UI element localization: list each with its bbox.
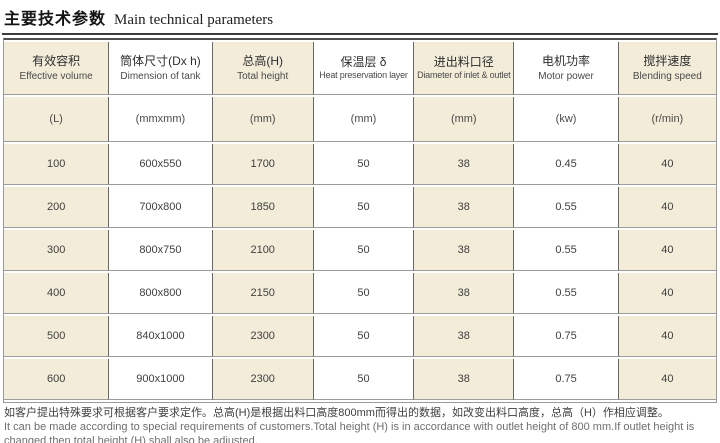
header-row: 有效容积 Effective volume 筒体尺寸(Dx h) Dimensi… [4, 42, 716, 95]
page-title-zh: 主要技术参数 [4, 11, 107, 28]
header-zh: 有效容积 [32, 54, 81, 69]
data-cell: 800x750 [108, 230, 212, 271]
data-cell: 50 [312, 359, 414, 400]
header-zh: 搅拌速度 [643, 54, 692, 69]
data-cell: 100 [4, 144, 109, 185]
parameters-table: 有效容积 Effective volume 筒体尺寸(Dx h) Dimensi… [3, 38, 717, 403]
data-cell: 50 [312, 230, 414, 271]
unit-cell: (L) [4, 97, 109, 142]
data-cell: 1850 [211, 187, 313, 228]
data-cell: 0.75 [513, 316, 618, 357]
data-cell: 40 [617, 230, 716, 271]
header-en: Motor power [538, 70, 594, 82]
unit-cell: (mm) [413, 97, 514, 142]
header-cell-blending-speed: 搅拌速度 Blending speed [617, 42, 716, 95]
data-cell: 50 [312, 273, 414, 314]
header-cell-dimension-of-tank: 筒体尺寸(Dx h) Dimension of tank [108, 42, 212, 95]
header-en: Effective volume [19, 70, 93, 82]
data-cell: 840x1000 [108, 316, 212, 357]
unit-cell: (kw) [513, 97, 618, 142]
header-zh: 总高(H) [242, 54, 284, 69]
footnote-zh: 如客户提出特殊要求可根据客户要求定作。总高(H)是根据出料口高度800mm而得出… [4, 407, 669, 419]
data-cell: 50 [312, 187, 414, 228]
data-cell: 600x550 [108, 144, 212, 185]
data-cell: 600 [4, 359, 109, 400]
unit-cell: (mm) [312, 97, 414, 142]
data-cell: 2300 [211, 359, 313, 400]
data-cell: 40 [617, 144, 716, 185]
header-en: Blending speed [632, 70, 702, 82]
footnotes: 如客户提出特殊要求可根据客户要求定作。总高(H)是根据出料口高度800mm而得出… [2, 403, 718, 443]
header-cell-effective-volume: 有效容积 Effective volume [4, 42, 109, 95]
table-row: 600 900x1000 2300 50 38 0.75 40 [4, 359, 716, 400]
data-cell: 0.45 [513, 144, 618, 185]
header-cell-total-height: 总高(H) Total height [211, 42, 313, 95]
unit-cell: (r/min) [617, 97, 716, 142]
table-row: 400 800x800 2150 50 38 0.55 40 [4, 273, 716, 314]
data-cell: 40 [617, 316, 716, 357]
data-cell: 500 [4, 316, 109, 357]
header-zh: 电机功率 [542, 54, 591, 69]
header-en: Heat preservation layer [319, 70, 408, 81]
data-cell: 38 [413, 230, 514, 271]
data-cell: 0.75 [513, 359, 618, 400]
header-zh: 进出料口径 [433, 55, 494, 70]
data-cell: 900x1000 [108, 359, 212, 400]
data-cell: 300 [4, 230, 109, 271]
header-cell-motor-power: 电机功率 Motor power [513, 42, 618, 95]
data-cell: 38 [413, 316, 514, 357]
unit-cell: (mm) [211, 97, 313, 142]
page-title-en: Main technical parameters [114, 12, 274, 28]
data-cell: 0.55 [513, 230, 618, 271]
data-cell: 2300 [211, 316, 313, 357]
header-en: Total height [237, 70, 289, 82]
units-row: (L) (mmxmm) (mm) (mm) (mm) (kw) (r/min) [4, 97, 716, 142]
data-cell: 40 [617, 187, 716, 228]
header-en: Dimension of tank [120, 70, 201, 82]
table-row: 100 600x550 1700 50 38 0.45 40 [4, 144, 716, 185]
data-cell: 40 [617, 273, 716, 314]
data-cell: 38 [413, 144, 514, 185]
header-zh: 筒体尺寸(Dx h) [120, 54, 201, 69]
table-row: 300 800x750 2100 50 38 0.55 40 [4, 230, 716, 271]
data-cell: 1700 [211, 144, 313, 185]
data-cell: 0.55 [513, 273, 618, 314]
header-cell-inlet-outlet-diameter: 进出料口径 Diameter of inlet & outlet [413, 42, 514, 95]
data-cell: 200 [4, 187, 109, 228]
table-row: 500 840x1000 2300 50 38 0.75 40 [4, 316, 716, 357]
header-en: Diameter of inlet & outlet [417, 70, 511, 81]
data-cell: 38 [413, 359, 514, 400]
data-cell: 38 [413, 187, 514, 228]
data-cell: 400 [4, 273, 109, 314]
data-cell: 700x800 [108, 187, 212, 228]
data-cell: 50 [312, 144, 414, 185]
page-title: 主要技术参数 Main technical parameters [2, 0, 718, 35]
data-cell: 40 [617, 359, 716, 400]
data-cell: 0.55 [513, 187, 618, 228]
data-cell: 2100 [211, 230, 313, 271]
header-zh: 保温层 δ [340, 55, 387, 70]
data-cell: 2150 [211, 273, 313, 314]
data-cell: 800x800 [108, 273, 212, 314]
footnote-en: It can be made according to special requ… [4, 420, 695, 443]
table-row: 200 700x800 1850 50 38 0.55 40 [4, 187, 716, 228]
header-cell-heat-preservation-layer: 保温层 δ Heat preservation layer [312, 42, 414, 95]
unit-cell: (mmxmm) [108, 97, 212, 142]
data-cell: 38 [413, 273, 514, 314]
data-cell: 50 [312, 316, 414, 357]
